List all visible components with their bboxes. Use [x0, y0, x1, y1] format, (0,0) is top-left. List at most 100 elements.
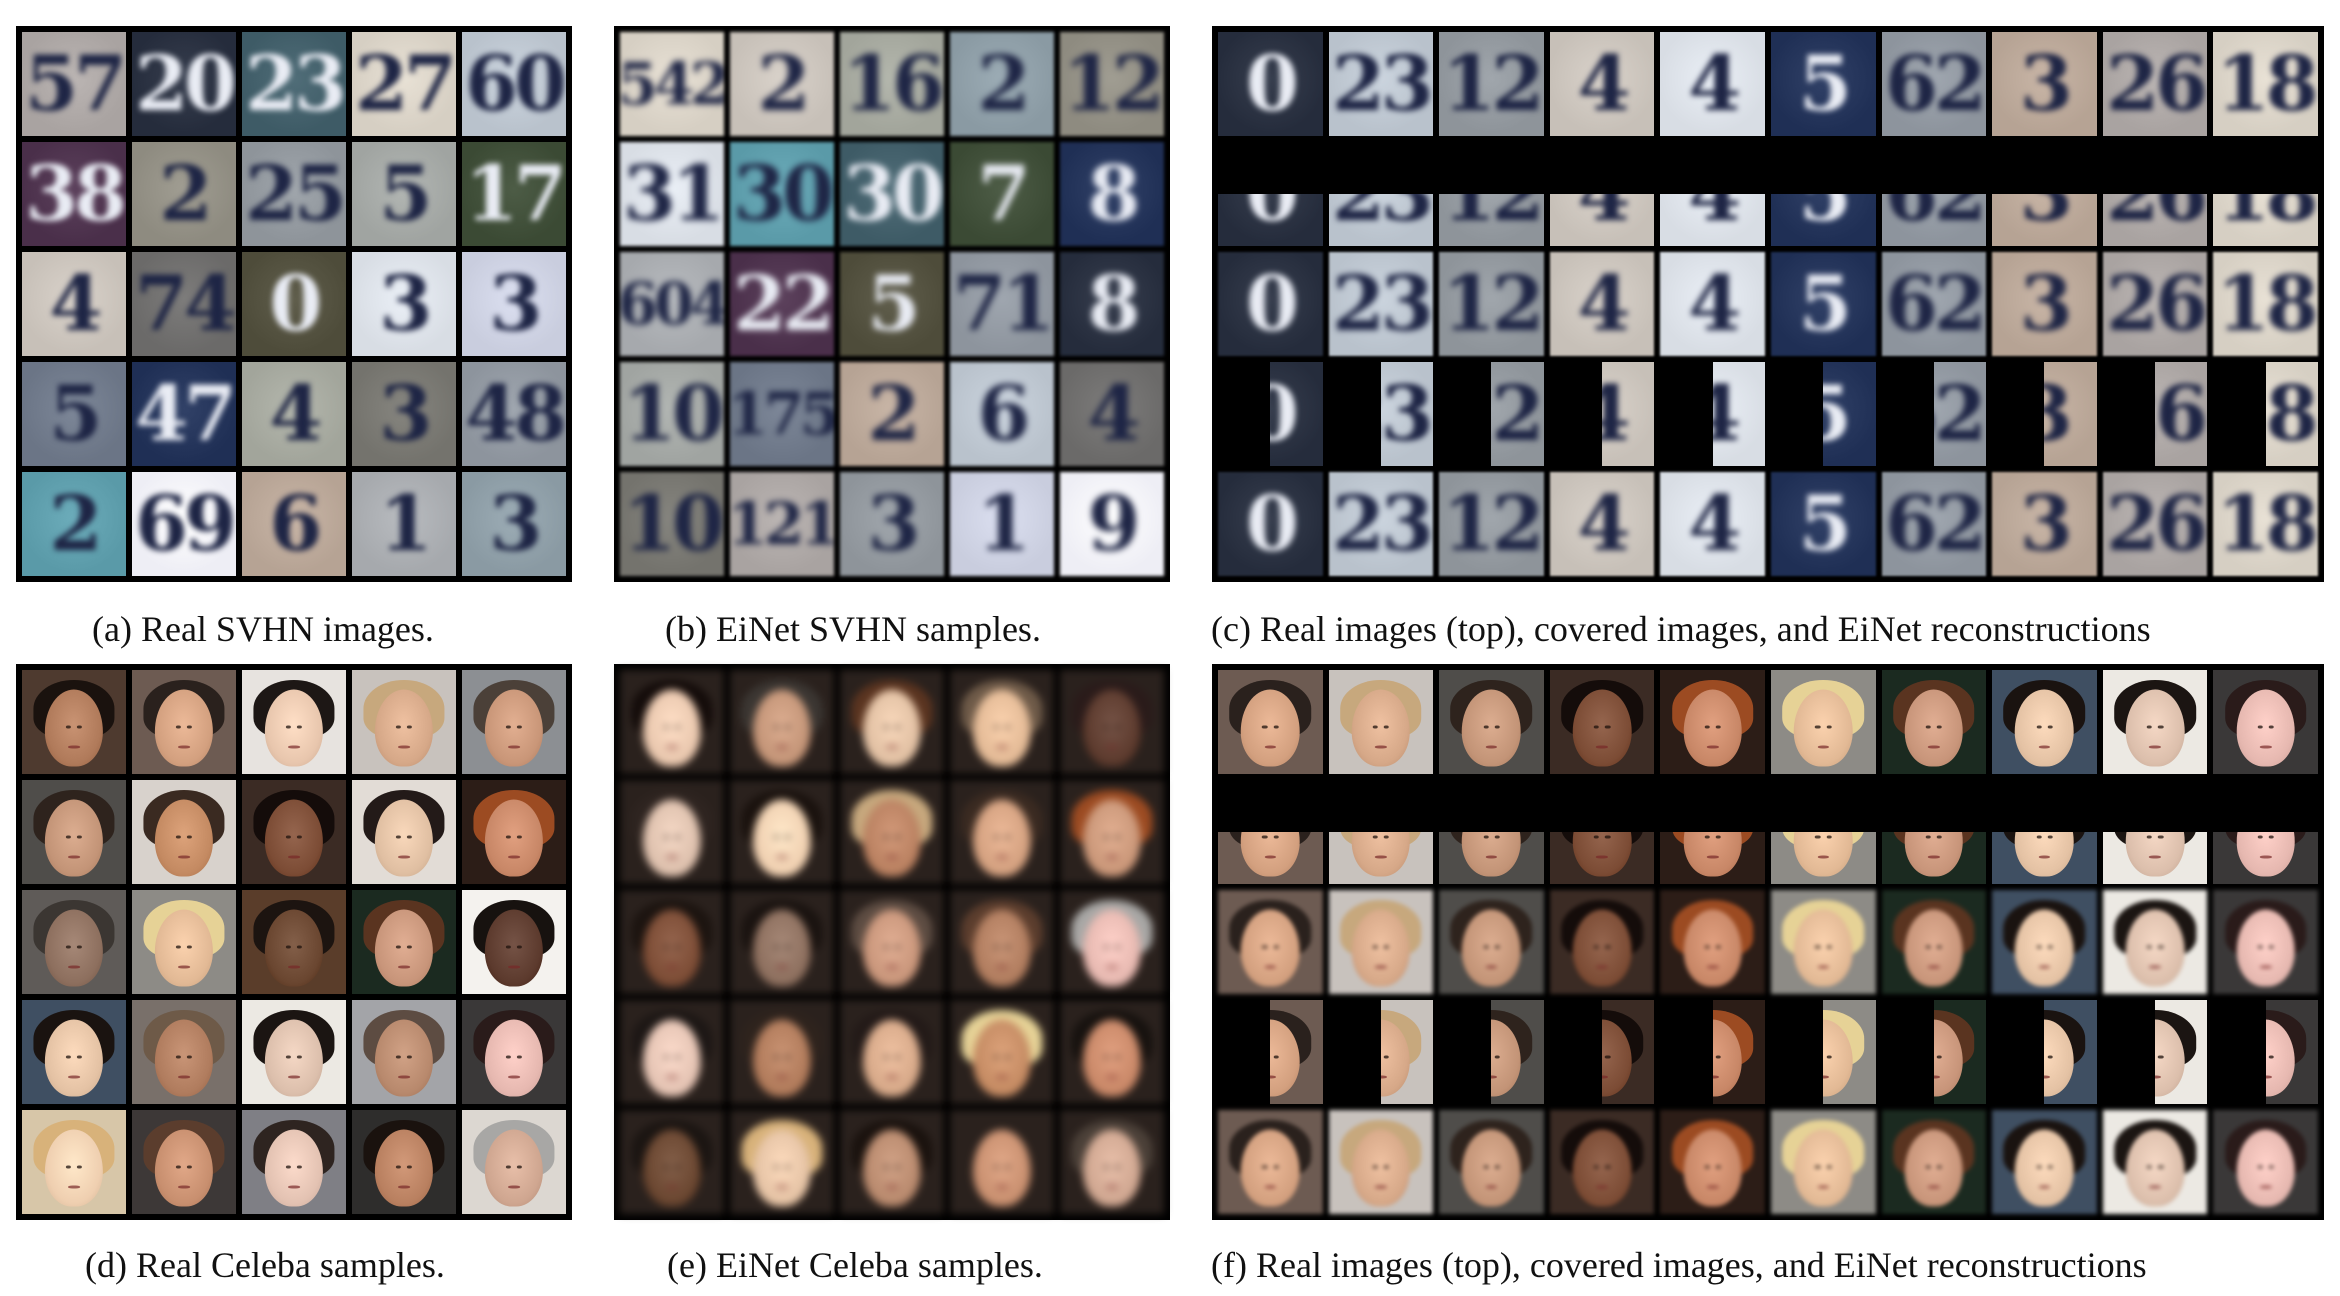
celeba-sample-tile	[620, 780, 724, 884]
mouth	[1375, 745, 1387, 749]
digit-text: 1	[379, 479, 433, 568]
celeba-sample-tile	[620, 890, 724, 994]
celeba-sample-tile	[730, 890, 834, 994]
svhn-real-tile: 5	[22, 362, 126, 466]
digit-text: 26	[2106, 259, 2207, 348]
face	[642, 799, 702, 877]
celeba-recon-tile	[2213, 670, 2318, 774]
eyes	[863, 945, 921, 949]
svhn-real-tile: 47	[132, 362, 236, 466]
celeba-recon-tile	[1439, 670, 1544, 774]
mouth	[288, 745, 300, 749]
cover-mask	[1770, 780, 1876, 832]
face	[374, 1129, 434, 1207]
svhn-real-tile: 27	[352, 32, 456, 136]
celeba-sample-tile	[730, 1110, 834, 1214]
svhn-recon-tile: 26	[2102, 252, 2208, 356]
svhn-real-tile: 5	[352, 142, 456, 246]
eyes	[1462, 945, 1521, 949]
celeba-sample-tile	[950, 780, 1054, 884]
celeba-recon-tile	[1770, 1110, 1876, 1214]
face	[2236, 1129, 2295, 1207]
mouth	[2259, 1185, 2272, 1189]
celeba-sample-tile	[1060, 780, 1164, 884]
svhn-recon-tile: 18	[2213, 142, 2318, 246]
mouth	[886, 1075, 898, 1079]
digit-text: 71	[953, 259, 1054, 348]
svhn-recon-tile: 4	[1549, 32, 1655, 136]
eyes	[45, 725, 103, 729]
mouth	[508, 855, 520, 859]
digit-text: 10	[623, 479, 724, 568]
digit-text: 26	[2106, 479, 2207, 568]
eyes	[155, 945, 213, 949]
celeba-recon-tile	[2102, 890, 2208, 994]
digit-text: 4	[1087, 369, 1141, 458]
celeba-sample-tile	[730, 1000, 834, 1104]
face	[1904, 689, 1964, 767]
eyes	[485, 835, 543, 839]
face	[1241, 1129, 1300, 1207]
face	[264, 1019, 324, 1097]
mouth	[68, 1075, 80, 1079]
face	[2015, 909, 2074, 987]
svhn-sample-tile: 121	[730, 472, 834, 576]
face	[1082, 1129, 1142, 1207]
svhn-recon-tile: 5	[1770, 362, 1876, 466]
mouth	[288, 855, 300, 859]
face	[1683, 909, 1742, 987]
svhn-sample-tile: 12	[1060, 32, 1164, 136]
mouth	[398, 1075, 410, 1079]
mouth	[68, 745, 80, 749]
svhn-real-tile: 1	[352, 472, 456, 576]
mouth	[1485, 1185, 1498, 1189]
svhn-real-tile: 0	[242, 252, 346, 356]
cover-mask	[1992, 1000, 2045, 1104]
mouth	[886, 965, 898, 969]
celeba-sample-tile	[840, 670, 944, 774]
cover-mask	[1881, 142, 1987, 194]
mouth	[508, 1075, 520, 1079]
eyes	[375, 725, 433, 729]
digit-text: 604	[620, 270, 724, 338]
eyes	[45, 1165, 103, 1169]
mouth	[178, 745, 190, 749]
digit-text: 25	[245, 149, 346, 238]
digit-text: 3	[489, 259, 543, 348]
celeba-real-tile	[22, 1110, 126, 1214]
eyes	[155, 1055, 213, 1059]
eyes	[1352, 835, 1411, 839]
svhn-real-tile: 2	[132, 142, 236, 246]
svhn-recon-tile: 23	[1328, 142, 1434, 246]
digit-text: 4	[1577, 39, 1631, 128]
digit-text: 2	[159, 149, 213, 238]
mouth	[2149, 1185, 2161, 1189]
face	[1572, 909, 1632, 987]
celeba-recon-tile	[1660, 780, 1765, 884]
celeba-real-tile	[242, 890, 346, 994]
cover-mask	[1218, 780, 1323, 832]
celeba-recon-tile	[1881, 890, 1987, 994]
face	[642, 1129, 702, 1207]
cover-mask	[1992, 142, 2097, 194]
digit-text: 175	[730, 380, 834, 448]
face	[264, 1129, 324, 1207]
digit-text: 5	[49, 369, 103, 458]
celeba-sample-tile	[840, 780, 944, 884]
mouth	[666, 1185, 678, 1189]
svhn-recon-tile: 23	[1328, 472, 1434, 576]
face	[862, 909, 922, 987]
celeba-recon-tile	[1770, 1000, 1876, 1104]
celeba-recon-tile	[1881, 670, 1987, 774]
eyes	[1083, 725, 1141, 729]
digit-text: 27	[355, 39, 456, 128]
digit-text: 4	[1688, 479, 1741, 568]
svhn-real-tile: 4	[242, 362, 346, 466]
mouth	[1106, 745, 1118, 749]
face	[972, 1129, 1032, 1207]
mouth	[996, 1185, 1008, 1189]
digit-text: 16	[843, 39, 944, 128]
celeba-recon-tile	[1218, 1110, 1323, 1214]
eyes	[155, 835, 213, 839]
mouth	[666, 745, 678, 749]
